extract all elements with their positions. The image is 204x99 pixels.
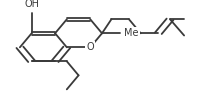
Text: O: O [86, 42, 94, 52]
Text: Me: Me [124, 28, 139, 38]
Text: OH: OH [24, 0, 39, 9]
